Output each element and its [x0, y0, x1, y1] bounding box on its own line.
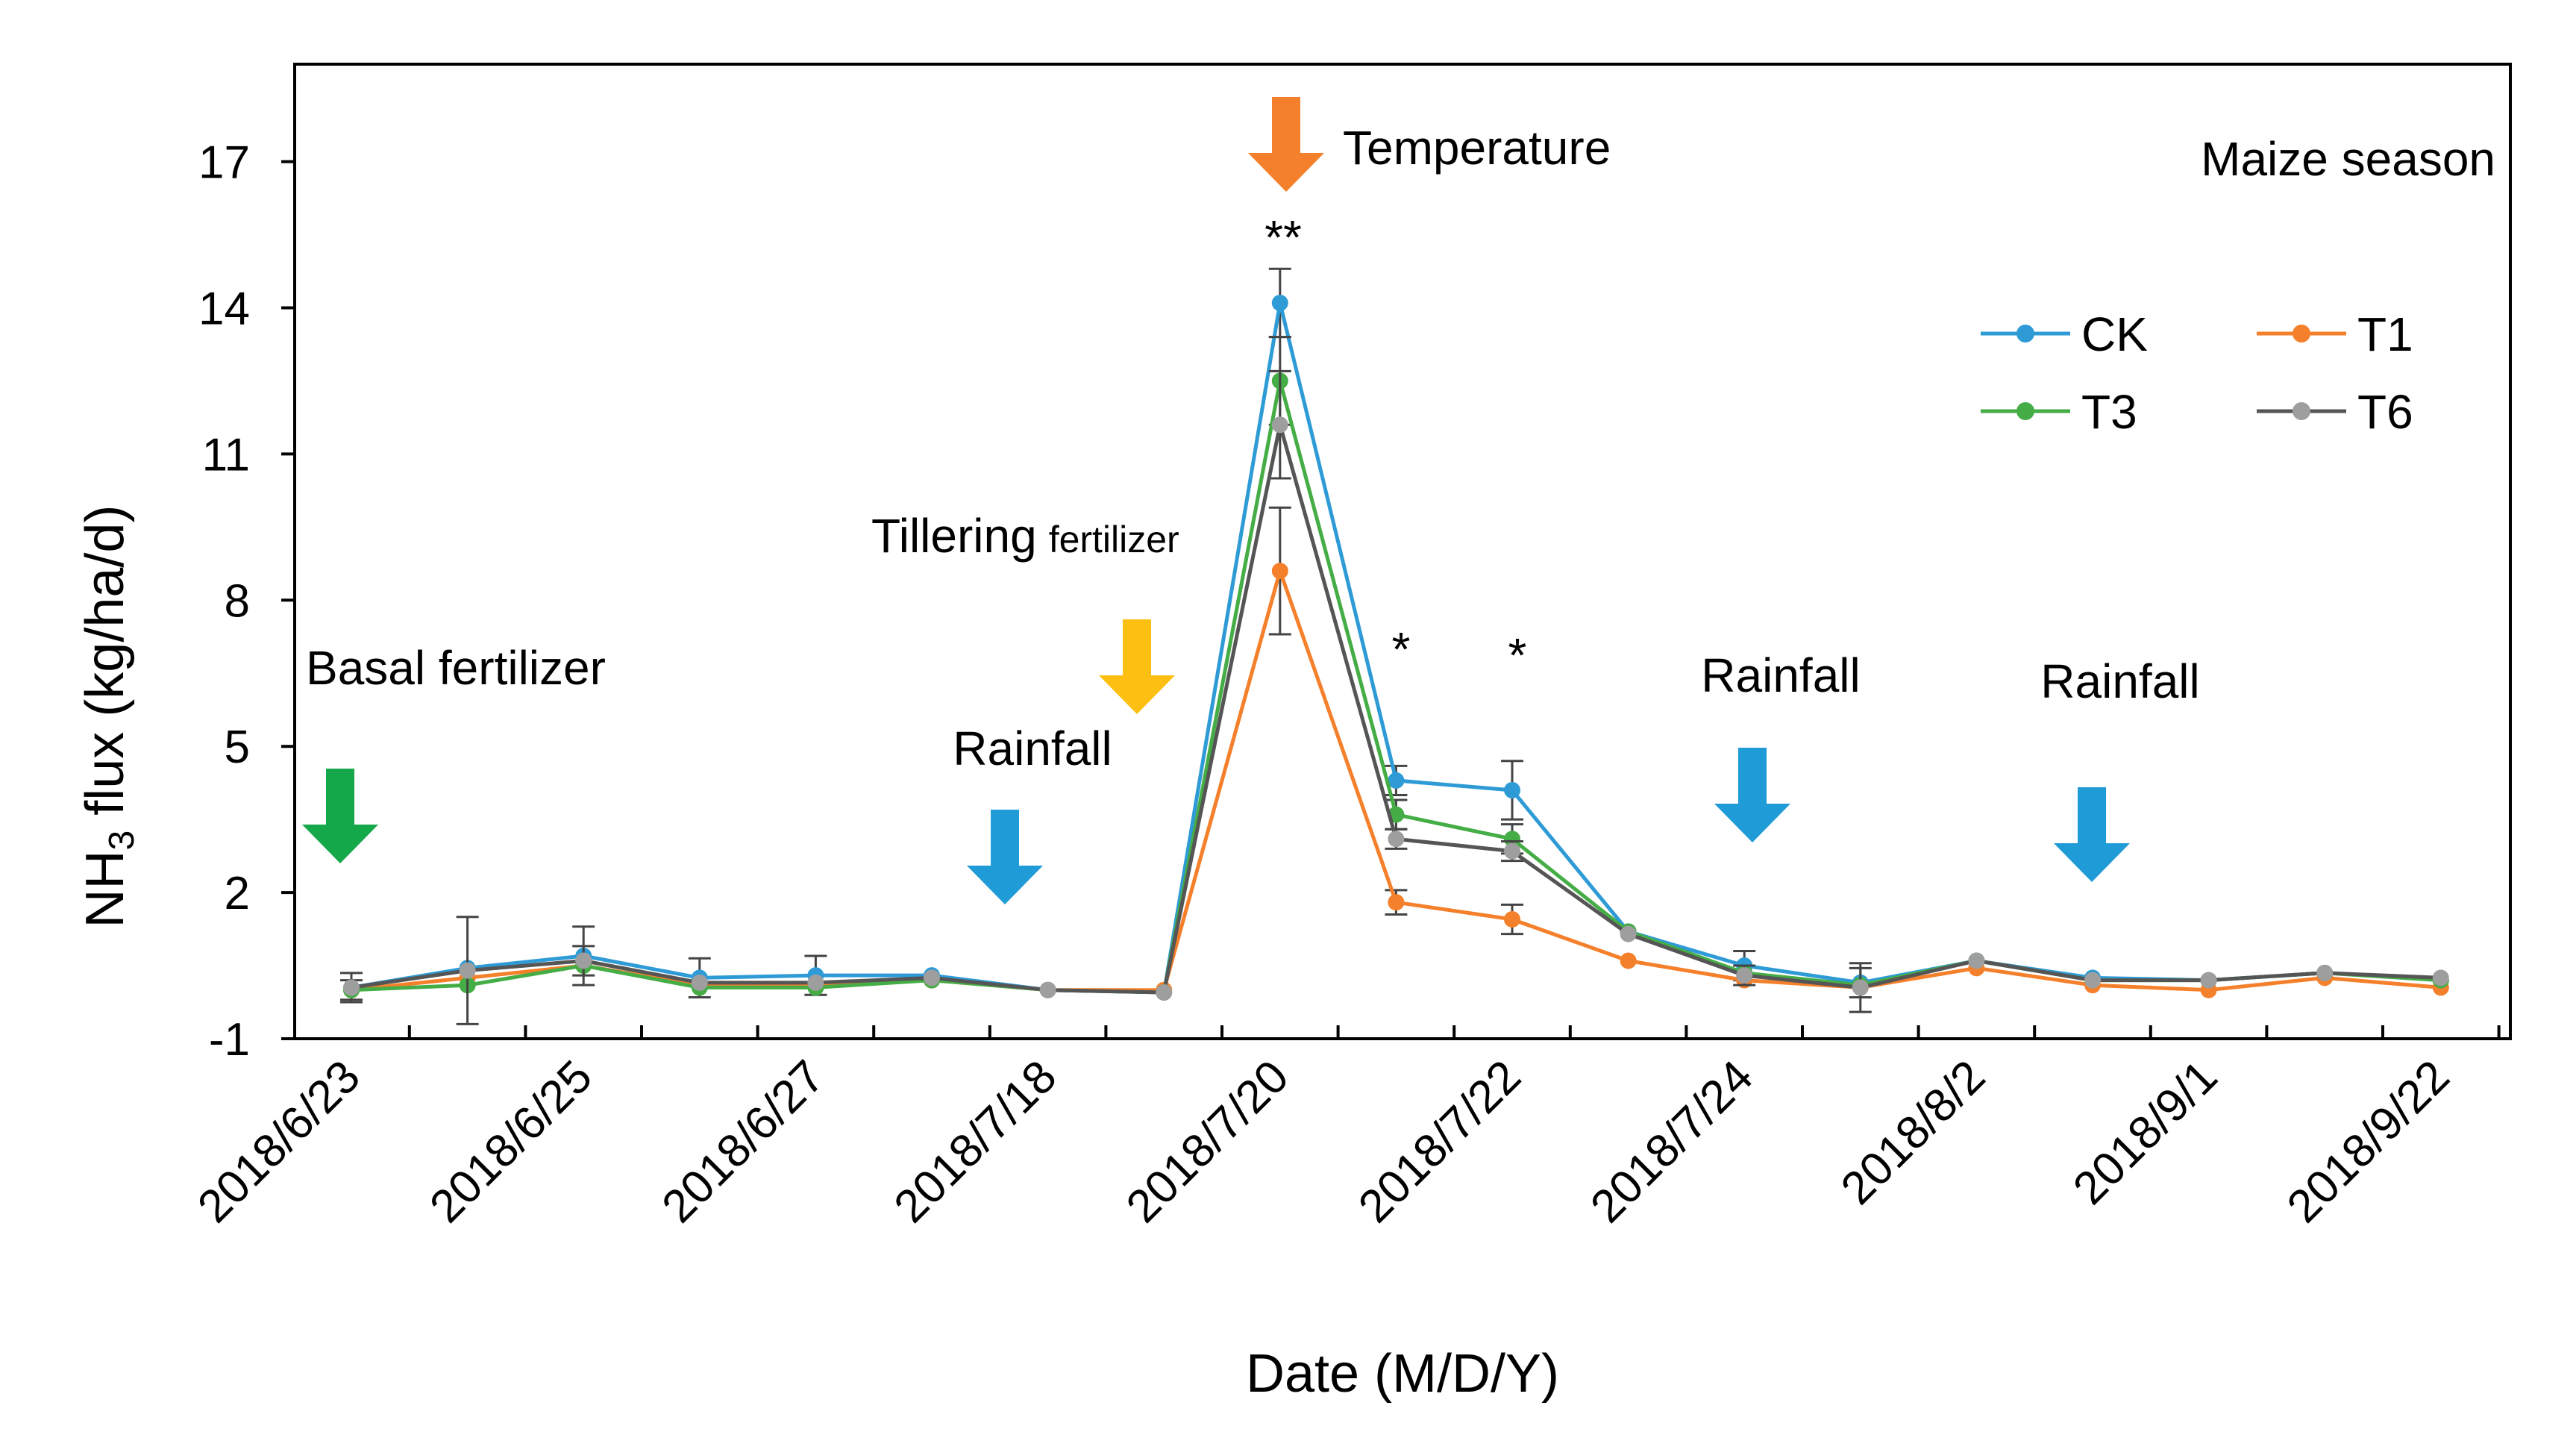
x-tick-label: 2018/6/27 [652, 1051, 834, 1233]
data-point-t6 [1620, 925, 1637, 942]
significance-marker-single-2: * [1508, 628, 1527, 682]
series-t6 [343, 369, 2449, 1025]
annotation-tillering: Tillering fertilizer [871, 509, 1179, 714]
data-point-t6 [1852, 979, 1869, 996]
legend: CK T1 T3 T6 [1981, 307, 2413, 439]
rainfall-arrow-icon-2 [1714, 748, 1790, 842]
x-tick-label: 2018/9/1 [2063, 1051, 2227, 1214]
y-axis-title-sub: 3 [102, 831, 142, 851]
annotation-rainfall-3: Rainfall [2040, 654, 2200, 882]
tillering-label-small: fertilizer [1049, 519, 1179, 560]
data-point-t6 [1156, 984, 1173, 1001]
data-point-t6 [807, 974, 824, 991]
data-point-t6 [691, 974, 708, 991]
y-axis-title-main: NH [75, 850, 135, 928]
legend-label-ck: CK [2081, 307, 2148, 361]
temperature-label: Temperature [1343, 121, 1611, 175]
series-layer [340, 267, 2449, 1025]
legend-item-ck: CK [1981, 307, 2148, 361]
x-tick-label: 2018/8/2 [1831, 1051, 1995, 1214]
data-point-t6 [575, 952, 592, 969]
data-point-t1 [1620, 952, 1637, 969]
temperature-arrow-icon [1248, 97, 1324, 192]
significance-marker-single-1: * [1392, 622, 1411, 676]
legend-marker-t3 [2016, 402, 2034, 420]
data-point-t6 [1271, 416, 1288, 434]
y-tick-label: 17 [198, 137, 250, 189]
data-point-t1 [1271, 563, 1288, 580]
data-point-t6 [2084, 972, 2101, 989]
data-point-t6 [1736, 967, 1753, 984]
legend-label-t6: T6 [2357, 385, 2413, 439]
x-tick-label: 2018/9/22 [2278, 1051, 2460, 1233]
series-t1 [340, 506, 2449, 1001]
tillering-label-main: Tillering [871, 509, 1037, 563]
y-axis-title: NH3 flux (kg/ha/d) [75, 505, 142, 928]
data-point-ck [1388, 772, 1405, 789]
data-point-t1 [1504, 911, 1520, 928]
x-tick-label: 2018/6/23 [188, 1051, 370, 1233]
annotation-temperature: Temperature [1248, 97, 1611, 192]
legend-item-t3: T3 [1981, 385, 2137, 439]
legend-marker-ck [2016, 325, 2034, 343]
data-point-t6 [459, 962, 476, 979]
x-tick-label: 2018/7/20 [1117, 1051, 1299, 1233]
data-point-t6 [1388, 831, 1405, 848]
tillering-fertilizer-label: Tillering fertilizer [871, 509, 1179, 563]
significance-marker-double: ** [1265, 210, 1302, 264]
annotation-rainfall-1: Rainfall [953, 722, 1112, 904]
y-tick-label: -1 [209, 1014, 250, 1066]
legend-item-t1: T1 [2257, 307, 2413, 361]
data-point-t3 [1504, 831, 1520, 848]
x-tick-label: 2018/7/22 [1349, 1051, 1531, 1233]
data-point-t6 [343, 979, 360, 996]
basal-fertilizer-label: Basal fertilizer [306, 641, 606, 695]
legend-marker-t6 [2293, 402, 2310, 420]
legend-item-t6: T6 [2257, 385, 2413, 439]
x-tick-label: 2018/7/18 [885, 1051, 1067, 1233]
rainfall-label-2: Rainfall [1701, 648, 1860, 702]
y-tick-label: 2 [225, 868, 250, 919]
y-tick-label: 5 [225, 722, 250, 773]
data-point-ck [1504, 781, 1520, 798]
rainfall-label-3: Rainfall [2040, 654, 2199, 708]
data-point-t6 [2432, 969, 2449, 986]
data-point-t1 [1388, 894, 1405, 911]
tillering-arrow-icon [1099, 619, 1175, 714]
data-point-ck [1271, 294, 1288, 311]
y-axis-title-rest: flux (kg/ha/d) [75, 505, 135, 831]
data-point-t6 [1504, 842, 1520, 860]
data-point-t6 [1968, 952, 1985, 969]
y-tick-label: 8 [225, 575, 250, 627]
legend-label-t1: T1 [2357, 307, 2413, 361]
basal-arrow-icon [302, 769, 378, 863]
rainfall-arrow-icon-1 [967, 810, 1043, 904]
rainfall-label-1: Rainfall [953, 722, 1112, 775]
data-point-t6 [2316, 964, 2334, 981]
annotation-basal: Basal fertilizer [302, 641, 606, 863]
y-axis: -1 2 5 8 11 14 17 [198, 137, 295, 1066]
data-point-t6 [1039, 981, 1056, 998]
data-point-t6 [2200, 972, 2217, 989]
season-label: Maize season [2201, 132, 2495, 186]
x-tick-label: 2018/7/24 [1581, 1051, 1763, 1233]
legend-label-t3: T3 [2081, 385, 2137, 439]
annotation-rainfall-2: Rainfall [1701, 648, 1861, 842]
rainfall-arrow-icon-3 [2054, 787, 2130, 882]
legend-marker-t1 [2293, 325, 2310, 343]
y-tick-label: 11 [202, 429, 250, 481]
plot-area [293, 63, 2512, 1040]
x-tick-label: 2018/6/25 [420, 1051, 602, 1233]
x-axis-title: Date (M/D/Y) [1246, 1344, 1559, 1404]
data-point-t6 [924, 969, 940, 986]
y-tick-label: 14 [198, 284, 250, 335]
x-axis: 2018/6/23 2018/6/25 2018/6/27 2018/7/18 2018… [188, 1025, 2501, 1233]
